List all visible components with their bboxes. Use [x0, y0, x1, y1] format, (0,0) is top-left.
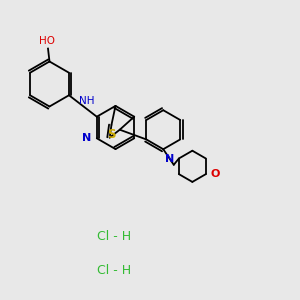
Text: Cl - H: Cl - H	[97, 230, 131, 244]
Text: N: N	[82, 133, 92, 143]
Text: S: S	[107, 128, 116, 141]
Text: N: N	[165, 154, 174, 164]
Text: NH: NH	[79, 96, 94, 106]
Text: O: O	[210, 169, 219, 179]
Text: Cl - H: Cl - H	[97, 263, 131, 277]
Text: HO: HO	[39, 36, 55, 46]
